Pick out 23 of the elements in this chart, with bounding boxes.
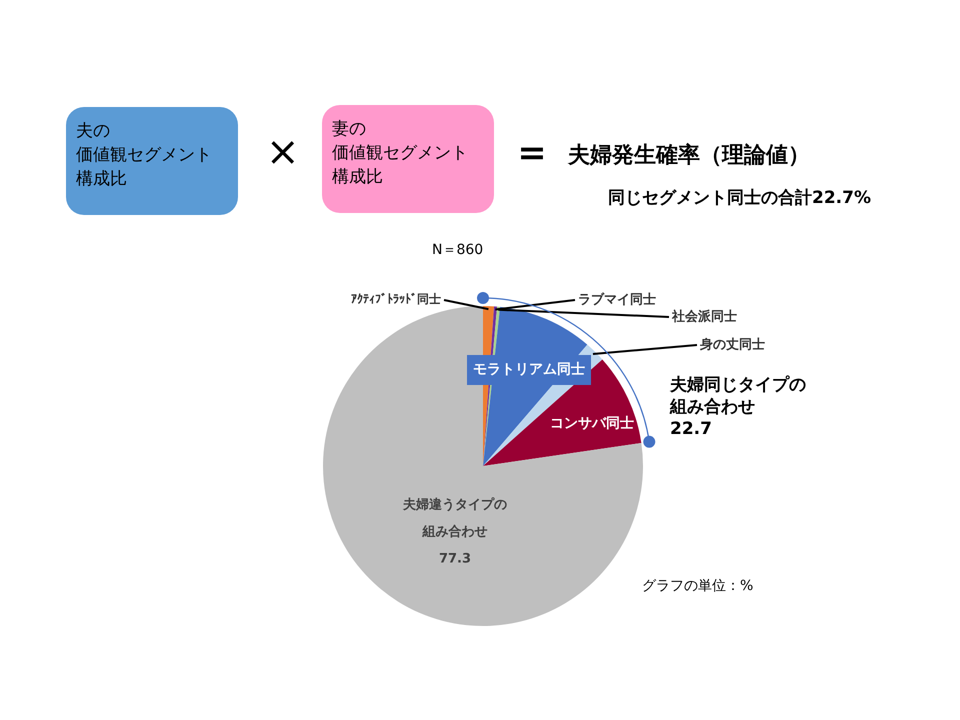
text: 構成比 bbox=[332, 166, 383, 189]
slice-label: ラブマイ同士 bbox=[578, 291, 656, 308]
slice-label: コンサバ同士 bbox=[550, 416, 634, 432]
slice-label: ｱｸﾃｨﾌﾞﾄﾗｯﾄﾞ同士 bbox=[351, 292, 441, 306]
text: 妻の bbox=[332, 118, 366, 141]
text: 価値観セグメント bbox=[76, 144, 212, 167]
text: × bbox=[266, 128, 300, 176]
data-label: 77.3 bbox=[438, 551, 472, 566]
text: N＝860 bbox=[432, 241, 484, 259]
text: ＝ bbox=[512, 128, 552, 176]
chart-subtitle: 同じセグメント同士の合計22.7% bbox=[608, 187, 871, 209]
text: グラフの単位：% bbox=[642, 577, 754, 595]
chart-title: 夫婦発生確率（理論値） bbox=[568, 142, 810, 170]
text: 22.7 bbox=[670, 418, 712, 440]
text: 価値観セグメント bbox=[332, 142, 468, 165]
slice-label: 夫婦違うタイプの組み合わせ bbox=[402, 496, 507, 540]
text: 構成比 bbox=[76, 168, 127, 191]
text: 夫の bbox=[76, 120, 110, 143]
text: 組み合わせ bbox=[670, 396, 755, 418]
slice-label: 身の丈同士 bbox=[699, 337, 765, 352]
slice-label: モラトリアム同士 bbox=[473, 362, 585, 378]
text: 夫婦同じタイプの bbox=[670, 374, 806, 396]
slice-label: 社会派同士 bbox=[671, 308, 737, 324]
